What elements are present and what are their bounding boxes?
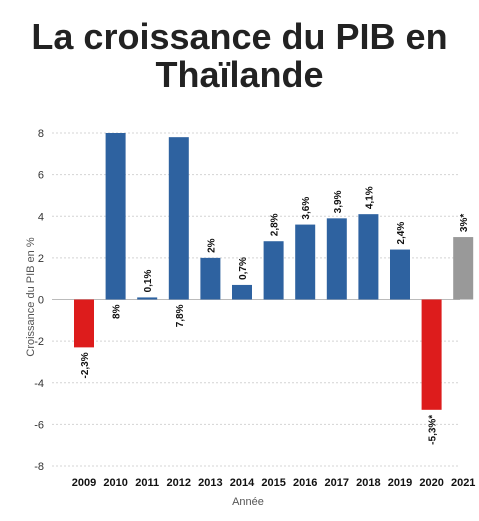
y-tick-label: -2	[34, 336, 44, 348]
x-tick-label: 2020	[419, 477, 443, 489]
x-tick-label: 2011	[135, 477, 159, 489]
y-tick-labels: 8 6 4 2 0 -2 -4 -6 -8	[34, 128, 44, 473]
x-tick-label: 2018	[356, 477, 380, 489]
y-tick-label: 6	[38, 170, 44, 182]
x-tick-label: 2009	[72, 477, 96, 489]
y-tick-label: 4	[38, 211, 44, 223]
bar-2009	[74, 299, 94, 348]
title-line-2: Thaïlande	[155, 54, 324, 95]
data-label: 3,6%	[301, 197, 312, 220]
page-title: La croissance du PIB en Thaïlande	[0, 18, 479, 94]
bars	[74, 133, 474, 410]
data-labels: -2,3% 8% 0,1% 7,8% 2% 0,7% 2,8% 3,6% 3,9% 4,1% 2,4…	[80, 186, 470, 445]
y-tick-label: 8	[38, 128, 44, 140]
x-tick-label: 2016	[293, 477, 317, 489]
x-tick-label: 2012	[167, 477, 191, 489]
data-label: 2,4%	[396, 222, 407, 245]
bar-2015	[263, 241, 284, 300]
data-label: 0,1%	[143, 270, 154, 293]
bar-2012	[168, 137, 189, 300]
x-tick-label: 2017	[325, 477, 349, 489]
data-label: 2,8%	[270, 213, 281, 236]
data-label: 4,1%	[364, 186, 375, 209]
x-tick-label: 2015	[261, 477, 285, 489]
x-tick-label: 2019	[388, 477, 412, 489]
data-label: 7,8%	[175, 304, 186, 327]
y-tick-label: -4	[34, 378, 44, 390]
bar-2010	[105, 133, 126, 300]
bar-2020	[421, 299, 442, 410]
data-label: 8%	[112, 304, 123, 319]
y-tick-label: 0	[38, 295, 44, 307]
bar-2019	[390, 249, 410, 300]
data-label: 3,9%	[333, 190, 344, 213]
bar-2016	[295, 224, 316, 300]
bar-2014	[232, 284, 252, 300]
bar-2011	[137, 297, 158, 300]
y-tick-label: -8	[34, 461, 44, 473]
bar-2017	[326, 218, 347, 300]
y-tick-label: 2	[38, 253, 44, 265]
x-tick-labels: 2009 2010 2011 2012 2013 2014 2015 2016 2017 2018…	[72, 477, 476, 489]
x-tick-label: 2010	[103, 477, 127, 489]
data-label: 3%*	[459, 214, 470, 232]
x-tick-label: 2021	[451, 477, 475, 489]
y-tick-label: -6	[34, 419, 44, 431]
bar-2021	[453, 237, 474, 300]
x-tick-label: 2013	[198, 477, 222, 489]
data-label: 2%	[206, 238, 217, 253]
data-label: -2,3%	[80, 352, 91, 378]
data-label: 0,7%	[238, 257, 249, 280]
data-label: -5,3%*	[428, 415, 439, 445]
bar-2018	[358, 214, 379, 300]
title-line-1: La croissance du PIB en	[31, 16, 448, 57]
x-axis-label: Année	[232, 496, 264, 508]
x-tick-label: 2014	[230, 477, 255, 489]
y-axis-label: Croissance du PIB en %	[25, 237, 37, 356]
bar-2013	[200, 257, 221, 300]
